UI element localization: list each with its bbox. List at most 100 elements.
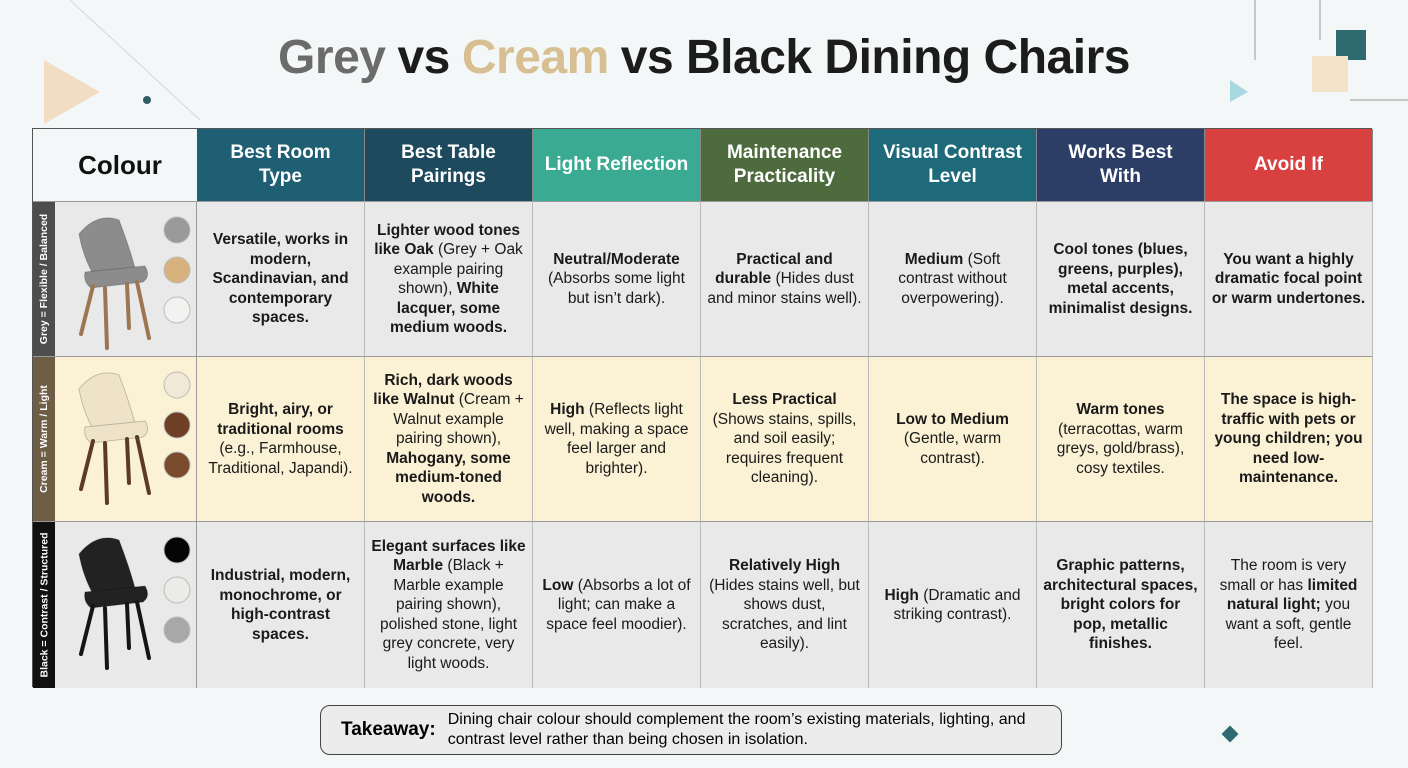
row-label: Grey = Flexible / Balanced: [33, 201, 197, 356]
cell-text: Low to Medium (Gentle, warm contrast).: [875, 410, 1030, 469]
cell-text-part: (e.g., Farmhouse, Traditional, Japandi).: [208, 440, 353, 477]
cell-text: Elegant surfaces like Marble (Black + Ma…: [371, 537, 526, 674]
row-label: Cream = Warm / Light: [33, 356, 197, 521]
cell-text: High (Reflects light well, making a spac…: [539, 400, 694, 478]
cell-text: Lighter wood tones like Oak (Grey + Oak …: [371, 221, 526, 338]
cell-text-part: The room is very small or has: [1219, 557, 1347, 594]
cell-text: Less Practical (Shows stains, spills, an…: [707, 390, 862, 488]
cell-text: Warm tones (terracottas, warm greys, gol…: [1043, 400, 1198, 478]
cell-text-part: (Soft contrast without overpowering).: [898, 250, 1007, 307]
takeaway-label: Takeaway:: [341, 719, 436, 740]
table-cell: Versatile, works in modern, Scandinavian…: [197, 201, 365, 356]
cell-text-part: (Dramatic and striking contrast).: [893, 586, 1021, 624]
chair-part: [135, 435, 151, 495]
chair-part: [79, 439, 95, 491]
cell-text-part: High: [550, 401, 585, 418]
column-header: Works Best With: [1037, 129, 1205, 201]
chair-part: [135, 600, 151, 660]
column-header: Light Reflection: [533, 129, 701, 201]
cell-text-part: Graphic patterns, architectural spaces, …: [1043, 557, 1198, 653]
chair-part: [163, 256, 191, 284]
chair-part: [163, 216, 191, 244]
chair-part: [79, 604, 95, 656]
column-header: Best Table Pairings: [365, 129, 533, 201]
row-label-text: Black = Contrast / Structured: [38, 532, 50, 678]
cell-text-part: (Hides dust and minor stains well).: [707, 270, 862, 307]
title-part: Grey: [278, 31, 386, 84]
cell-text-part: (Hides stains well, but shows dust, scra…: [709, 576, 860, 653]
cell-text: Medium (Soft contrast without overpoweri…: [875, 250, 1030, 309]
chair-part: [103, 606, 109, 670]
cell-text-part: (terracottas, warm greys, gold/brass), c…: [1056, 420, 1185, 477]
cell-text-part: Warm tones: [1076, 401, 1165, 418]
cell-text-part: (Grey + Oak example pairing shown),: [393, 241, 523, 297]
chair-part: [163, 296, 191, 324]
corner-header: Colour: [33, 129, 197, 201]
chair-illustration: [78, 371, 191, 505]
cell-text-part: (Reflects light well, making a space fee…: [544, 401, 689, 477]
cell-text: Industrial, modern, monochrome, or high-…: [203, 566, 358, 644]
cell-text: The space is high-traffic with pets or y…: [1211, 390, 1366, 488]
cell-text: You want a highly dramatic focal point o…: [1211, 250, 1366, 309]
cell-text: Rich, dark woods like Walnut (Cream + Wa…: [371, 371, 526, 508]
cell-text-part: Lighter wood tones like Oak: [374, 221, 520, 259]
cell-text: High (Dramatic and striking contrast).: [875, 586, 1030, 625]
cell-text-part: (Black + Marble example pairing shown), …: [379, 557, 517, 672]
row-strip: Cream = Warm / Light: [33, 357, 55, 521]
table-cell: The space is high-traffic with pets or y…: [1205, 356, 1373, 521]
table-cell: Warm tones (terracottas, warm greys, gol…: [1037, 356, 1205, 521]
cell-text: Cool tones (blues, greens, purples), met…: [1043, 240, 1198, 318]
table-cell: Lighter wood tones like Oak (Grey + Oak …: [365, 201, 533, 356]
column-header: Visual Contrast Level: [869, 129, 1037, 201]
cell-text: Practical and durable (Hides dust and mi…: [707, 250, 862, 309]
cell-text-part: (Absorbs some light but isn’t dark).: [548, 270, 685, 307]
cell-text-part: limited natural light;: [1226, 576, 1358, 614]
table-cell: Graphic patterns, architectural spaces, …: [1037, 521, 1205, 688]
column-header: Avoid If: [1205, 129, 1373, 201]
cell-text-part: You want a highly dramatic focal point o…: [1211, 250, 1366, 307]
chair-part: [163, 451, 191, 479]
chair-part: [78, 217, 136, 275]
row-label-text: Grey = Flexible / Balanced: [38, 213, 50, 345]
row-strip: Grey = Flexible / Balanced: [33, 202, 55, 356]
chair-part: [163, 371, 191, 399]
table-cell: Elegant surfaces like Marble (Black + Ma…: [365, 521, 533, 688]
cell-text: Versatile, works in modern, Scandinavian…: [203, 230, 358, 328]
table-cell: Rich, dark woods like Walnut (Cream + Wa…: [365, 356, 533, 521]
table-cell: High (Reflects light well, making a spac…: [533, 356, 701, 521]
table-cell: Neutral/Moderate (Absorbs some light but…: [533, 201, 701, 356]
row-label-text: Cream = Warm / Light: [38, 385, 50, 493]
chair-part: [78, 537, 136, 595]
row-label: Black = Contrast / Structured: [33, 521, 197, 688]
title-part: vs: [397, 31, 450, 84]
cell-text-part: Low: [542, 576, 574, 594]
cell-text-part: High: [884, 586, 919, 604]
table-cell: Practical and durable (Hides dust and mi…: [701, 201, 869, 356]
cell-text-part: Mahogany, some medium-toned woods.: [386, 449, 511, 506]
cell-text-part: Low to Medium: [896, 410, 1009, 428]
table-cell: Bright, airy, or traditional rooms (e.g.…: [197, 356, 365, 521]
cell-text-part: Practical and durable: [715, 250, 833, 288]
cell-text-part: you want a soft, gentle feel.: [1225, 596, 1352, 653]
cell-text: Low (Absorbs a lot of light; can make a …: [539, 576, 694, 635]
table-cell: Relatively High (Hides stains well, but …: [701, 521, 869, 688]
chair-part: [163, 411, 191, 439]
table-cell: High (Dramatic and striking contrast).: [869, 521, 1037, 688]
table-cell: You want a highly dramatic focal point o…: [1205, 201, 1373, 356]
takeaway-text: Dining chair colour should complement th…: [447, 711, 1026, 748]
table-cell: Low (Absorbs a lot of light; can make a …: [533, 521, 701, 688]
chair-illustration: [78, 216, 191, 350]
cell-text-part: Rich, dark woods like Walnut: [373, 371, 513, 409]
row-strip: Black = Contrast / Structured: [33, 522, 55, 688]
chair-part: [84, 585, 149, 609]
cell-text-part: The space is high-traffic with pets or y…: [1214, 391, 1363, 487]
cell-text: Relatively High (Hides stains well, but …: [707, 556, 862, 654]
cell-text: Graphic patterns, architectural spaces, …: [1043, 556, 1198, 654]
cell-text-part: Elegant surfaces like Marble: [371, 537, 526, 575]
cell-text-part: (Gentle, warm contrast).: [903, 430, 1002, 467]
cell-text-part: White lacquer, some medium woods.: [389, 280, 508, 336]
table-cell: Less Practical (Shows stains, spills, an…: [701, 356, 869, 521]
table-cell: Medium (Soft contrast without overpoweri…: [869, 201, 1037, 356]
